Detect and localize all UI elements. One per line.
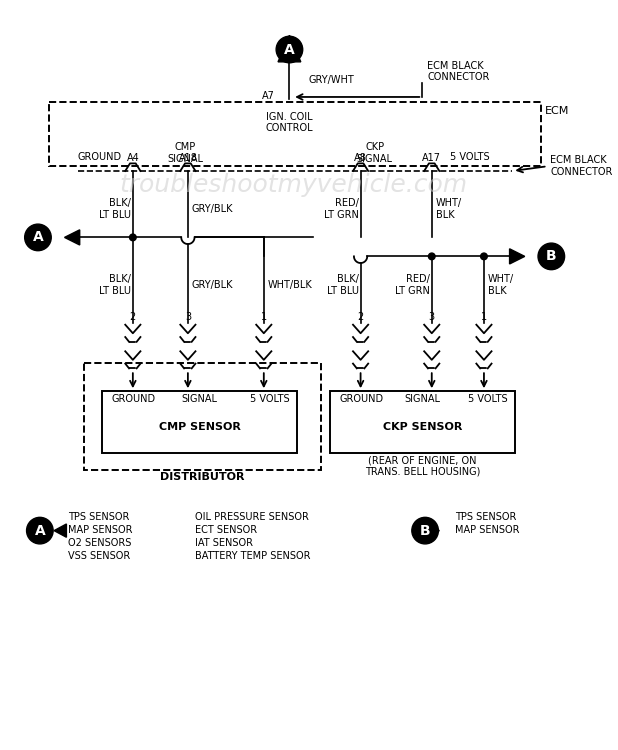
- Text: 2: 2: [357, 312, 364, 322]
- Circle shape: [130, 234, 136, 241]
- Polygon shape: [510, 249, 525, 264]
- Text: 1: 1: [481, 312, 487, 322]
- Text: A8: A8: [354, 153, 367, 163]
- Text: RED/
LT GRN: RED/ LT GRN: [324, 198, 358, 220]
- Text: SIGNAL: SIGNAL: [405, 394, 441, 404]
- Text: GROUND: GROUND: [112, 394, 156, 404]
- Text: 3: 3: [429, 312, 435, 322]
- Text: BLK/
LT BLU: BLK/ LT BLU: [99, 198, 131, 220]
- Text: BLK/
LT BLU: BLK/ LT BLU: [99, 274, 131, 296]
- Circle shape: [428, 253, 435, 260]
- Text: 3: 3: [185, 312, 191, 322]
- Text: WHT/BLK: WHT/BLK: [268, 280, 312, 290]
- Text: MAP SENSOR: MAP SENSOR: [455, 525, 520, 535]
- FancyBboxPatch shape: [103, 392, 297, 453]
- Text: TPS SENSOR: TPS SENSOR: [69, 512, 130, 522]
- Text: MAP SENSOR: MAP SENSOR: [69, 525, 133, 535]
- Circle shape: [481, 253, 487, 260]
- Text: A: A: [35, 524, 45, 538]
- Text: TPS SENSOR: TPS SENSOR: [455, 512, 517, 522]
- Text: GROUND: GROUND: [340, 394, 384, 404]
- Circle shape: [276, 36, 303, 63]
- Polygon shape: [64, 230, 80, 245]
- Text: CMP SENSOR: CMP SENSOR: [159, 422, 240, 432]
- Text: VSS SENSOR: VSS SENSOR: [69, 551, 130, 562]
- Text: ECT SENSOR: ECT SENSOR: [195, 525, 256, 535]
- Text: ECM BLACK
CONNECTOR: ECM BLACK CONNECTOR: [551, 155, 612, 177]
- FancyBboxPatch shape: [330, 392, 515, 453]
- Text: 5 VOLTS: 5 VOLTS: [468, 394, 507, 404]
- Text: WHT/
BLK: WHT/ BLK: [488, 274, 514, 296]
- Text: GRY/WHT: GRY/WHT: [308, 75, 354, 85]
- Text: CKP
SIGNAL: CKP SIGNAL: [357, 142, 393, 164]
- Text: SIGNAL: SIGNAL: [182, 394, 218, 404]
- Polygon shape: [278, 35, 301, 62]
- Text: A18: A18: [179, 153, 197, 163]
- Text: A7: A7: [262, 91, 275, 101]
- Text: CMP
SIGNAL: CMP SIGNAL: [167, 142, 203, 164]
- Circle shape: [27, 518, 53, 544]
- Text: B: B: [546, 250, 557, 263]
- Text: IAT SENSOR: IAT SENSOR: [195, 538, 253, 548]
- Polygon shape: [427, 524, 439, 537]
- Text: (REAR OF ENGINE, ON
TRANS. BELL HOUSING): (REAR OF ENGINE, ON TRANS. BELL HOUSING): [365, 455, 480, 477]
- Text: BLK/
LT BLU: BLK/ LT BLU: [327, 274, 358, 296]
- Text: A: A: [284, 43, 295, 56]
- Text: O2 SENSORS: O2 SENSORS: [69, 538, 132, 548]
- Text: A17: A17: [422, 153, 441, 163]
- Text: RED/
LT GRN: RED/ LT GRN: [395, 274, 430, 296]
- Text: A4: A4: [127, 153, 139, 163]
- Text: 1: 1: [261, 312, 267, 322]
- Circle shape: [25, 224, 51, 251]
- Polygon shape: [54, 524, 66, 537]
- Text: B: B: [420, 524, 430, 538]
- Text: CKP SENSOR: CKP SENSOR: [383, 422, 462, 432]
- Text: BATTERY TEMP SENSOR: BATTERY TEMP SENSOR: [195, 551, 310, 562]
- Circle shape: [412, 518, 438, 544]
- Text: GRY/BLK: GRY/BLK: [192, 280, 233, 290]
- Text: WHT/
BLK: WHT/ BLK: [436, 198, 462, 220]
- Circle shape: [538, 243, 565, 270]
- Text: ECM BLACK
CONNECTOR: ECM BLACK CONNECTOR: [427, 61, 489, 82]
- Text: OIL PRESSURE SENSOR: OIL PRESSURE SENSOR: [195, 512, 308, 522]
- Text: GRY/BLK: GRY/BLK: [192, 204, 233, 214]
- Text: IGN. COIL
CONTROL: IGN. COIL CONTROL: [266, 112, 313, 134]
- Text: GROUND: GROUND: [78, 152, 122, 162]
- Text: A: A: [33, 230, 43, 244]
- Text: ECM: ECM: [544, 106, 569, 116]
- Text: 2: 2: [130, 312, 136, 322]
- Text: DISTRIBUTOR: DISTRIBUTOR: [160, 472, 244, 482]
- Text: troubleshootmyvehicle.com: troubleshootmyvehicle.com: [119, 173, 467, 197]
- Text: 5 VOLTS: 5 VOLTS: [250, 394, 289, 404]
- Text: 5 VOLTS: 5 VOLTS: [450, 152, 489, 162]
